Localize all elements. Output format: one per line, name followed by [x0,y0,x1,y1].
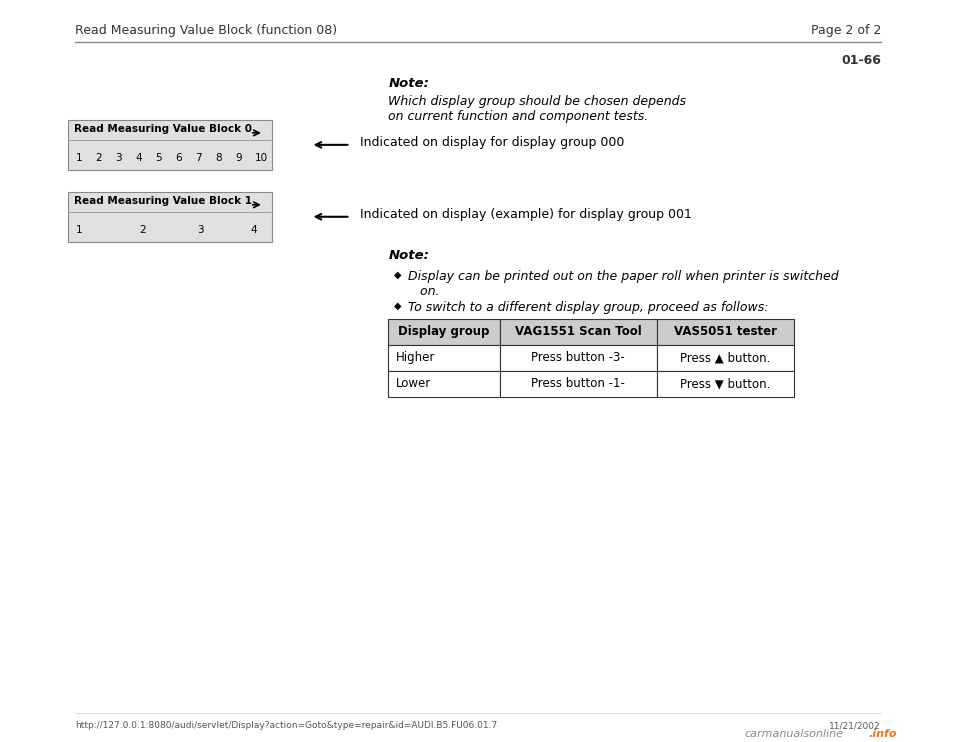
FancyBboxPatch shape [657,344,794,370]
FancyBboxPatch shape [388,370,500,396]
Text: 01-66: 01-66 [841,54,881,67]
FancyBboxPatch shape [68,120,272,170]
Text: 11/21/2002: 11/21/2002 [829,721,881,730]
Text: ◆: ◆ [395,270,401,280]
Text: carmanualsonline: carmanualsonline [745,729,844,739]
Text: To switch to a different display group, proceed as follows:: To switch to a different display group, … [408,301,769,314]
Text: Which display group should be chosen depends: Which display group should be chosen dep… [388,95,686,108]
Text: Read Measuring Value Block 0: Read Measuring Value Block 0 [74,124,252,134]
Text: 2: 2 [139,225,146,234]
Text: 7: 7 [195,153,202,162]
Text: .info: .info [868,729,897,739]
Text: http://127.0.0.1:8080/audi/servlet/Display?action=Goto&type=repair&id=AUDI.B5.FU: http://127.0.0.1:8080/audi/servlet/Displ… [75,721,497,730]
Text: Indicated on display for display group 000: Indicated on display for display group 0… [360,137,625,149]
Text: Display group: Display group [398,325,490,338]
Text: Note:: Note: [388,77,429,90]
FancyBboxPatch shape [500,318,657,344]
FancyBboxPatch shape [500,344,657,370]
Text: Page 2 of 2: Page 2 of 2 [810,24,881,37]
FancyBboxPatch shape [500,370,657,396]
Text: VAG1551 Scan Tool: VAG1551 Scan Tool [515,325,641,338]
Text: on.: on. [408,285,440,298]
Text: Press ▼ button.: Press ▼ button. [681,377,771,390]
FancyBboxPatch shape [657,370,794,396]
Text: Press ▲ button.: Press ▲ button. [681,351,771,364]
Text: 8: 8 [215,153,222,162]
Text: 6: 6 [175,153,181,162]
Text: 4: 4 [135,153,142,162]
Text: 1: 1 [76,153,83,162]
Text: on current function and component tests.: on current function and component tests. [388,110,648,123]
Text: Note:: Note: [388,249,429,262]
Text: 1: 1 [76,225,83,234]
Text: Indicated on display (example) for display group 001: Indicated on display (example) for displ… [360,209,692,221]
Text: Read Measuring Value Block 1: Read Measuring Value Block 1 [74,196,252,206]
Text: Press button -1-: Press button -1- [532,377,625,390]
Text: Higher: Higher [396,351,436,364]
Text: 2: 2 [96,153,102,162]
Text: Lower: Lower [396,377,431,390]
Text: Press button -3-: Press button -3- [532,351,625,364]
Text: 3: 3 [115,153,122,162]
FancyBboxPatch shape [657,318,794,344]
Text: 10: 10 [254,153,268,162]
FancyBboxPatch shape [388,318,500,344]
Text: Read Measuring Value Block (function 08): Read Measuring Value Block (function 08) [75,24,337,37]
Text: 9: 9 [235,153,242,162]
Text: 3: 3 [197,225,204,234]
Text: ◆: ◆ [395,301,401,311]
FancyBboxPatch shape [388,344,500,370]
Text: 5: 5 [156,153,162,162]
Text: Display can be printed out on the paper roll when printer is switched: Display can be printed out on the paper … [408,270,839,283]
Text: VAS5051 tester: VAS5051 tester [674,325,778,338]
Text: 4: 4 [251,225,257,234]
FancyBboxPatch shape [68,191,272,242]
